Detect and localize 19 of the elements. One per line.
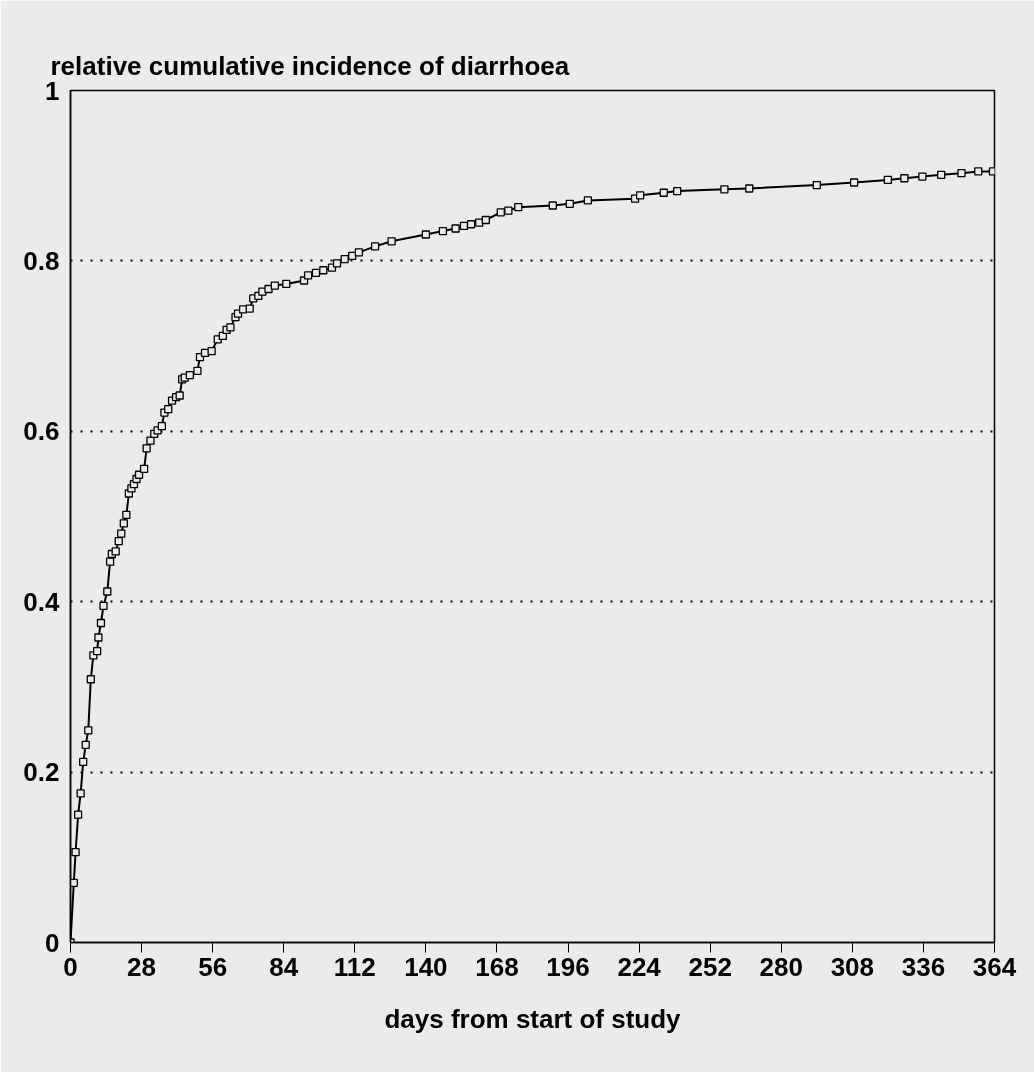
y-tick-label: 0 [45, 927, 60, 958]
x-tick-label: 28 [127, 951, 157, 982]
x-axis-title: days from start of study [384, 1003, 682, 1034]
x-tick-label: 140 [404, 951, 448, 982]
x-tick-label: 252 [688, 951, 732, 982]
y-tick-label: 0.2 [23, 757, 60, 788]
x-tick-label: 364 [972, 951, 1017, 982]
x-tick-label: 224 [617, 951, 662, 982]
x-tick-label: 308 [830, 951, 875, 982]
x-tick-label: 168 [475, 951, 519, 982]
x-tick-label: 84 [269, 951, 299, 982]
x-tick-label: 336 [901, 951, 946, 982]
y-tick-label: 0.8 [23, 245, 60, 276]
x-tick-label: 112 [333, 951, 376, 982]
x-tick-label: 196 [546, 951, 590, 982]
x-tick-label: 280 [759, 951, 803, 982]
x-tick-label: 56 [198, 951, 228, 982]
y-tick-label: 0.6 [23, 416, 60, 447]
y-tick-label: 0.4 [23, 586, 61, 617]
